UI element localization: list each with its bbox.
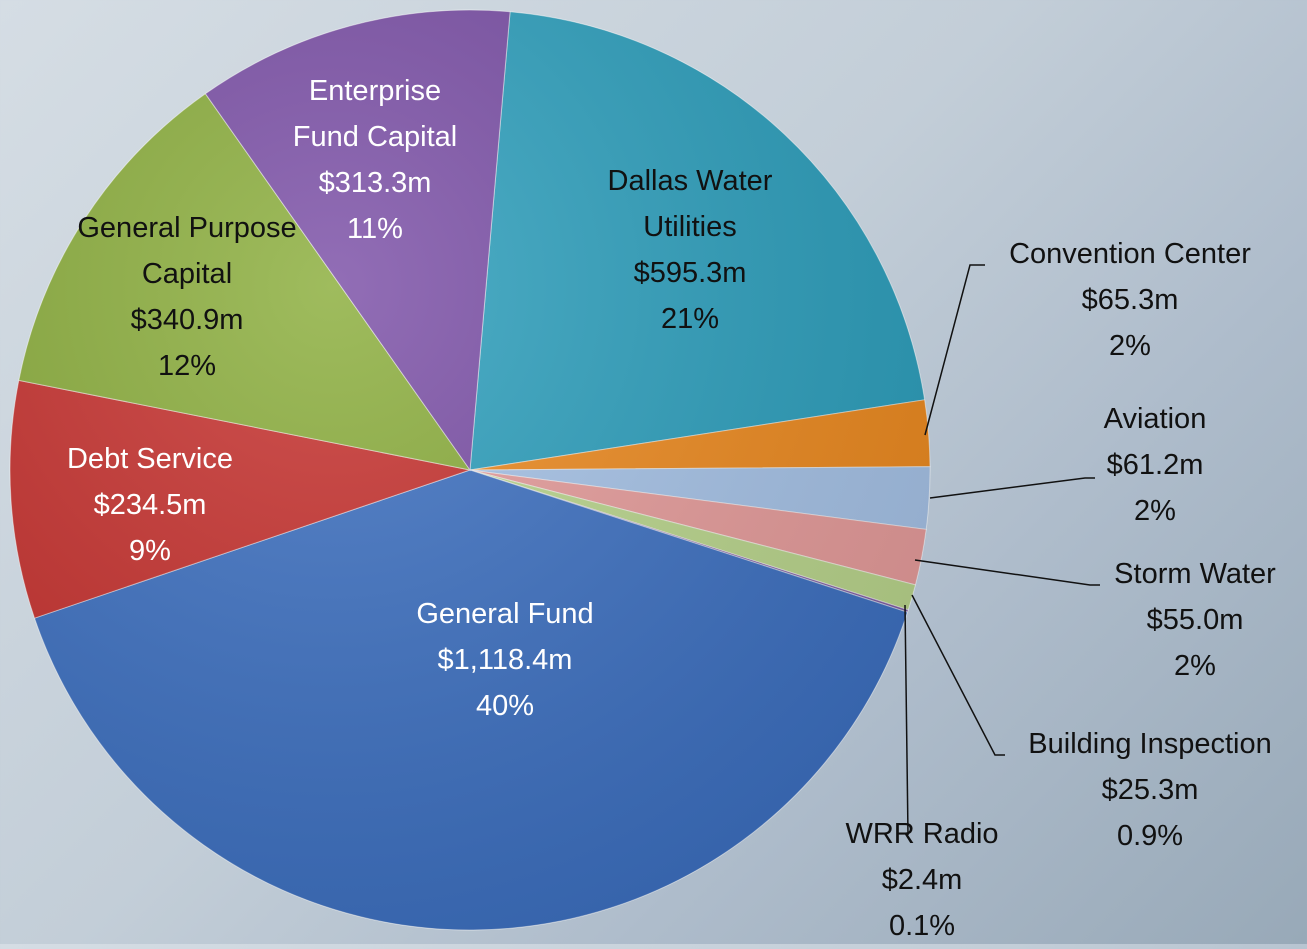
slice-label: Debt Service $234.5m 9%: [67, 436, 233, 574]
slice-label: WRR Radio $2.4m 0.1%: [845, 811, 998, 949]
slice-value: $65.3m: [1081, 284, 1179, 316]
slice-name: Convention Center: [1009, 238, 1251, 270]
slice-value: $595.3m: [633, 257, 747, 289]
slice-value: $55.0m: [1146, 604, 1244, 636]
slice-name: Debt Service: [66, 443, 234, 475]
leader-line: [929, 477, 1095, 499]
slice-value: $1,118.4m: [437, 644, 573, 676]
slice-label: Dallas Water Utilities $595.3m 21%: [580, 158, 800, 342]
leader-line: [904, 604, 909, 836]
slice-name: WRR Radio: [845, 818, 999, 850]
slice-name: General Fund: [416, 598, 594, 630]
slice-percent: 2%: [1174, 650, 1216, 682]
slice-label: Storm Water $55.0m 2%: [1114, 551, 1276, 689]
slice-percent: 21%: [660, 303, 720, 335]
slice-value: $2.4m: [881, 864, 963, 896]
slice-name: Storm Water: [1114, 558, 1276, 590]
slice-label: Convention Center $65.3m 2%: [1009, 231, 1251, 369]
slice-name: Dallas Water Utilities: [607, 165, 773, 243]
slice-name: Building Inspection: [1028, 728, 1272, 760]
slice-percent: 9%: [129, 535, 171, 567]
slice-value: $234.5m: [93, 489, 207, 521]
slice-name: Aviation: [1103, 403, 1207, 435]
slice-label: General Purpose Capital $340.9m 12%: [67, 205, 307, 389]
slice-value: $340.9m: [130, 304, 244, 336]
slice-percent: 11%: [347, 213, 403, 245]
slice-percent: 0.1%: [888, 910, 956, 942]
slice-percent: 12%: [157, 350, 217, 382]
slice-value: $313.3m: [318, 167, 432, 199]
slice-label: General Fund $1,118.4m 40%: [416, 591, 593, 729]
leader-line: [924, 264, 985, 436]
slice-percent: 40%: [475, 690, 535, 722]
slice-value: $25.3m: [1101, 774, 1199, 806]
slice-percent: 0.9%: [1116, 820, 1184, 852]
leader-line: [914, 559, 1100, 586]
slice-percent: 2%: [1109, 330, 1151, 362]
slice-label: Enterprise Fund Capital $313.3m 11%: [275, 68, 475, 252]
slice-label: Aviation $61.2m 2%: [1104, 396, 1207, 534]
slice-name: General Purpose Capital: [77, 212, 297, 290]
leader-line: [911, 594, 1005, 756]
slice-label: Building Inspection $25.3m 0.9%: [1028, 721, 1271, 859]
slice-name: Enterprise Fund Capital: [292, 75, 458, 153]
slice-value: $61.2m: [1106, 449, 1204, 481]
slice-percent: 2%: [1134, 495, 1176, 527]
